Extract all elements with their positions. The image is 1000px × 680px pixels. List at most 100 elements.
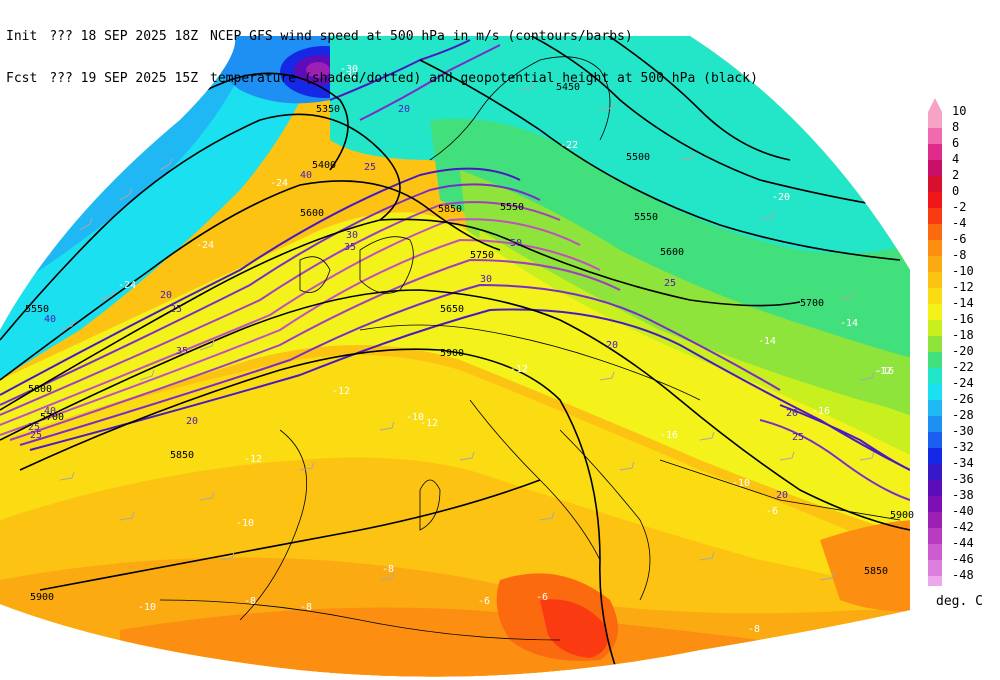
colorbar-label: 2	[952, 168, 959, 182]
colorbar-label: -6	[952, 232, 966, 246]
height-contour-label: 5650	[440, 304, 464, 315]
wind-speed-label: 30	[346, 230, 358, 241]
colorbar-swatch	[928, 176, 942, 192]
wind-speed-label: 25	[664, 278, 676, 289]
temperature-label: -6	[478, 596, 490, 607]
colorbar-label: -12	[952, 280, 974, 294]
colorbar-label: -26	[952, 392, 974, 406]
colorbar-label: -4	[952, 216, 966, 230]
colorbar-swatch	[928, 240, 942, 256]
wind-speed-label: 25	[792, 432, 804, 443]
height-contour-label: 5550	[25, 304, 49, 315]
temperature-label: -10	[732, 478, 750, 489]
wind-speed-label: 25	[30, 430, 42, 441]
temperature-label: -16	[660, 430, 678, 441]
init-time: ??? 18 SEP 2025 18Z	[49, 29, 199, 44]
colorbar-label: -46	[952, 552, 974, 566]
height-contour-label: 5450	[556, 82, 580, 93]
wind-speed-label: 30	[480, 274, 492, 285]
temperature-labels: -32-30-24-24-22-20-24-14-12-10-12-10-8-6…	[118, 64, 894, 635]
colorbar-swatch	[928, 496, 942, 512]
wind-speed-label: 20	[186, 416, 198, 427]
colorbar-swatch	[928, 400, 942, 416]
wind-speed-label: 25	[170, 304, 182, 315]
colorbar-swatch	[928, 352, 942, 368]
colorbar-swatch	[928, 336, 942, 352]
colorbar-label: -44	[952, 536, 974, 550]
temperature-label: -20	[772, 192, 790, 203]
colorbar-top-arrow	[928, 98, 942, 112]
forecast-time: ??? 19 SEP 2025 15Z	[49, 71, 199, 86]
height-contour-label: 5700	[800, 298, 824, 309]
colorbar-label: 6	[952, 136, 959, 150]
height-contour-label: 5850	[864, 566, 888, 577]
wind-speed-label: 20	[398, 104, 410, 115]
colorbar-swatch	[928, 368, 942, 384]
header-line-init: Init ??? 18 SEP 2025 18Z NCEP GFS wind s…	[6, 30, 758, 44]
temperature-label: -12	[332, 386, 350, 397]
colorbar-label: -22	[952, 360, 974, 374]
colorbar-swatch	[928, 560, 942, 576]
wind-speed-label: 25	[28, 422, 40, 433]
colorbar-label: -42	[952, 520, 974, 534]
init-label: Init	[6, 29, 38, 44]
wind-barbs	[39, 81, 875, 581]
colorbar-swatch	[928, 512, 942, 528]
temperature-label: -32	[340, 70, 358, 81]
colorbar-swatch	[928, 112, 942, 128]
colorbar-swatch	[928, 384, 942, 400]
wind-speed-label: 35	[344, 242, 356, 253]
colorbar-label: -36	[952, 472, 974, 486]
height-contour-label: 5400	[312, 160, 336, 171]
header-line-forecast: Fcst ??? 19 SEP 2025 15Z temperature (sh…	[6, 72, 758, 86]
colorbar-label: -14	[952, 296, 974, 310]
height-contour-label: 5550	[500, 202, 524, 213]
colorbar-label: -16	[952, 312, 974, 326]
colorbar-swatch	[928, 480, 942, 496]
height-contour-label: 5500	[626, 152, 650, 163]
height-contour-label: 5900	[30, 592, 54, 603]
temperature-label: -12	[874, 366, 892, 377]
colorbar-units: deg. C	[936, 594, 983, 609]
wind-speed-label: 20	[776, 490, 788, 501]
temperature-label: -6	[536, 592, 548, 603]
temperature-label: -30	[340, 64, 358, 75]
colorbar-swatch	[928, 416, 942, 432]
temperature-label: -8	[382, 564, 394, 575]
colorbar-swatch	[928, 160, 942, 176]
colorbar-label: -18	[952, 328, 974, 342]
colorbar-swatch	[928, 256, 942, 272]
temperature-colorbar: 10 8 6 4 2 0 -2 -4 -6 -8 -10 -12 -14 -16 -18 -20 -22 -24 -…	[928, 98, 974, 586]
colorbar-swatch	[928, 288, 942, 304]
colorbar-label: -38	[952, 488, 974, 502]
colorbar-label: -32	[952, 440, 974, 454]
height-contour-label: 5900	[440, 348, 464, 359]
wind-speed-label: 20	[606, 340, 618, 351]
temperature-label: -12	[244, 454, 262, 465]
colorbar-swatch	[928, 128, 942, 144]
wind-speed-label: 20	[786, 408, 798, 419]
temperature-label: -14	[758, 336, 776, 347]
colorbar-label: -20	[952, 344, 974, 358]
colorbar-swatch	[928, 192, 942, 208]
colorbar-swatch	[928, 144, 942, 160]
temperature-label: -16	[812, 406, 830, 417]
temperature-label: -12	[510, 364, 528, 375]
map-header: Init ??? 18 SEP 2025 18Z NCEP GFS wind s…	[6, 2, 758, 100]
temperature-label: -24	[196, 240, 214, 251]
colorbar-label: 0	[952, 184, 959, 198]
colorbar-label: -2	[952, 200, 966, 214]
colorbar-label: -48	[952, 568, 974, 582]
temperature-label: -10	[406, 412, 424, 423]
temperature-label: -8	[244, 596, 256, 607]
colorbar-label: -34	[952, 456, 974, 470]
colorbar-label: -28	[952, 408, 974, 422]
height-contour-labels: 5450 5500 5550 5600 5700 5850 5900 5700 5550 5350…	[25, 82, 914, 603]
colorbar-label: 8	[952, 120, 959, 134]
temperature-label: -12	[420, 418, 438, 429]
wind-speed-label: 25	[364, 162, 376, 173]
colorbar-label: -10	[952, 264, 974, 278]
temperature-label: -14	[840, 318, 858, 329]
height-contour-label: 5850	[170, 450, 194, 461]
